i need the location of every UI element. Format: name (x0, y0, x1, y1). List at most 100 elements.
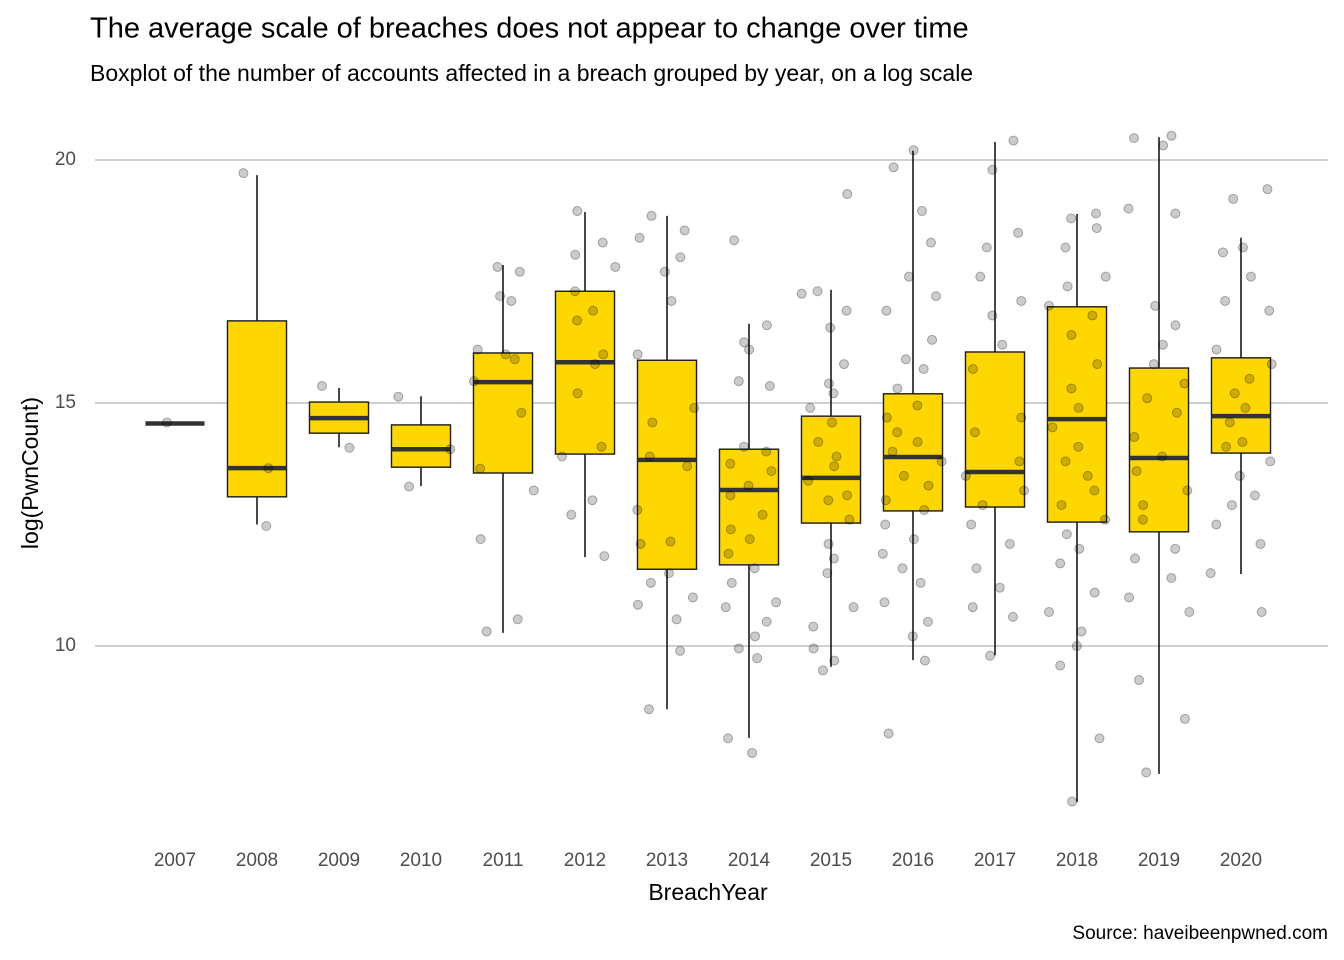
jitter-point (1170, 208, 1181, 219)
jitter-point (1221, 441, 1232, 452)
jitter-point (725, 490, 736, 501)
jitter-point (663, 568, 674, 579)
jitter-point (682, 461, 693, 472)
jitter-point (1245, 271, 1256, 282)
jitter-point (1087, 310, 1098, 321)
x-tick-label: 2009 (318, 850, 360, 871)
jitter-point (481, 626, 492, 637)
x-axis-label: BreachYear (648, 879, 768, 905)
jitter-point (725, 524, 736, 535)
jitter-point (912, 400, 923, 411)
jitter-point (966, 519, 977, 530)
jitter-point (739, 337, 750, 348)
jitter-point (761, 446, 772, 457)
jitter-point (1266, 359, 1277, 370)
jitter-point (923, 480, 934, 491)
jitter-point (1255, 538, 1266, 549)
jitter-point (744, 534, 755, 545)
jitter-point (823, 378, 834, 389)
box (226, 320, 288, 498)
jitter-point (1004, 538, 1015, 549)
jitter-point (1016, 412, 1027, 423)
jitter-point (1082, 470, 1093, 481)
jitter-point (643, 704, 654, 715)
y-axis-label: log(PwnCount) (17, 397, 43, 549)
box (554, 290, 616, 455)
jitter-point (757, 509, 768, 520)
jitter-point (733, 643, 744, 654)
jitter-point (570, 249, 581, 260)
jitter-point (888, 162, 899, 173)
grid: 10 15 20 (55, 149, 1328, 656)
jitter-point (969, 427, 980, 438)
jitter-point (1148, 359, 1159, 370)
jitter-point (1066, 383, 1077, 394)
x-tick-label: 2010 (400, 850, 442, 871)
jitter-point (967, 364, 978, 375)
jitter-point (597, 237, 608, 248)
jitter-point (572, 315, 583, 326)
jitter-point (1129, 553, 1140, 564)
box (390, 424, 452, 468)
jitter-point (1224, 417, 1235, 428)
y-tick-label: 10 (55, 635, 76, 656)
jitter-point (922, 616, 933, 627)
jitter-point (915, 577, 926, 588)
jitter-point (1060, 456, 1071, 467)
jitter-point (495, 291, 506, 302)
jitter-point (572, 388, 583, 399)
jitter-point (634, 232, 645, 243)
jitter-point (238, 168, 249, 179)
jitter-point (908, 145, 919, 156)
jitter-point (908, 534, 919, 545)
jitter-point (829, 461, 840, 472)
jitter-point (971, 563, 982, 574)
jitter-point (572, 206, 583, 217)
jitter-point (492, 261, 503, 272)
jitter-point (881, 412, 892, 423)
jitter-point (1244, 373, 1255, 384)
x-tick-label: 2019 (1138, 850, 1180, 871)
x-tick-label: 2008 (236, 850, 278, 871)
jitter-point (1229, 388, 1240, 399)
box (718, 448, 780, 566)
jitter-point (796, 288, 807, 299)
jitter-point (598, 349, 609, 360)
jitter-point (733, 376, 744, 387)
x-tick-label: 2011 (483, 850, 524, 871)
jitter-point (263, 463, 274, 474)
jitter-point (960, 470, 971, 481)
jitter-point (1211, 344, 1222, 355)
jitter-point (1240, 402, 1251, 413)
jitter-point (916, 206, 927, 217)
jitter-point (1094, 733, 1105, 744)
jitter-point (161, 417, 172, 428)
jitter-point (646, 210, 657, 221)
jitter-point (1138, 500, 1149, 511)
jitter-point (1157, 339, 1168, 350)
jitter-point (1062, 281, 1073, 292)
y-tick-label: 20 (55, 149, 76, 170)
jitter-point (1128, 133, 1139, 144)
x-tick-label: 2013 (646, 850, 688, 871)
jitter-point (1137, 514, 1148, 525)
jitter-point (317, 381, 328, 392)
jitter-point (723, 733, 734, 744)
jitter-point (723, 548, 734, 559)
jitter-point (566, 509, 577, 520)
jitter-point (808, 643, 819, 654)
jitter-point (1129, 432, 1140, 443)
jitter-point (1091, 208, 1102, 219)
jitter-point (904, 271, 915, 282)
jitter-point (927, 334, 938, 345)
jitter-point (1170, 543, 1181, 554)
jitter-point (1237, 242, 1248, 253)
jitter-point (749, 563, 760, 574)
jitter-point (1134, 675, 1145, 686)
jitter-point (900, 354, 911, 365)
jitter-point (997, 339, 1008, 350)
jitter-point (808, 621, 819, 632)
jitter-point (898, 470, 909, 481)
jitter-point (404, 481, 415, 492)
jitter-point (828, 553, 839, 564)
